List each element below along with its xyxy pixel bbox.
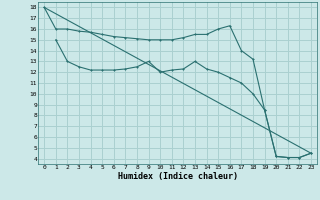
X-axis label: Humidex (Indice chaleur): Humidex (Indice chaleur) — [118, 172, 238, 181]
